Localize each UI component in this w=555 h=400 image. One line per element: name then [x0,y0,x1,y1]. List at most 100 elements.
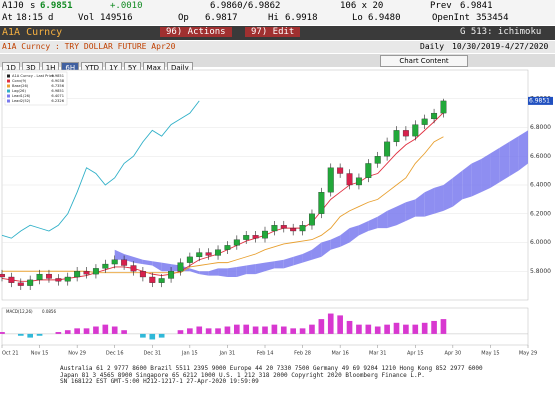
cloud-segment [396,202,406,226]
candle-body [262,230,268,239]
candle-body [111,259,118,265]
macd-bar [93,326,99,334]
macd-bar [111,326,118,334]
candle-body [233,239,240,246]
candle-body [83,271,90,275]
chart-content-button[interactable]: Chart Content [380,55,468,67]
cloud-segment [274,259,284,269]
candle-body [243,235,250,240]
cloud-segment [321,239,331,257]
cloud-segment [452,170,463,207]
macd-bar [403,324,409,334]
macd-value: 0.0856 [42,309,56,314]
candle-body [102,263,109,269]
macd-bar [121,330,127,334]
actions-button[interactable]: 96) Actions [160,27,232,37]
time: 18:15 [16,13,44,23]
macd-bar [17,333,24,336]
macd-bar [187,328,193,334]
macd-bar [27,333,33,338]
macd-bar [243,324,250,334]
candle-body [440,100,447,114]
macd-bar [346,320,353,334]
candle-body [384,141,391,157]
legend-name: Lag(26) [12,89,26,93]
quote-header: A1J0 s 6.9851 +.0010 6.9860/6.9862 106 x… [0,0,555,25]
legend-swatch [7,79,10,83]
candle-body [374,156,381,164]
y-tick-label: 6.0000 [530,239,551,246]
cloud-segment [481,153,491,193]
legend-box [4,71,68,106]
legend-swatch [7,99,10,103]
legend-value: 6.9851 [51,74,64,78]
cloud-segment [189,268,200,275]
cloud-segment [255,262,265,275]
x-tick-label: Mar 16 [331,351,348,357]
macd-bar [318,319,325,334]
cloud-segment [142,259,153,266]
x-tick-label: Dec 31 [143,351,161,357]
macd-bar [393,322,400,334]
macd-bar [234,324,240,334]
candle-body [121,259,128,266]
x-tick-label: Mar 31 [369,351,386,357]
legend-name: Conv(9) [12,79,27,83]
x-tick-label: Jan 31 [219,351,236,357]
legend-value: 6.9851 [51,89,64,93]
candle-body [431,112,438,120]
candle-body [299,225,306,232]
macd-bar [440,319,447,334]
vol-label: Vol [78,13,95,23]
x-tick-label: Jan 15 [181,351,198,357]
flag: s [30,1,36,11]
macd-bar [421,322,428,334]
y-tick-label: 6.4000 [530,182,551,189]
vol: 149516 [100,13,133,23]
macd-bar [356,324,362,334]
macd-bar [309,324,315,334]
candle-body [412,124,419,137]
last-price-label: 6.9851 [529,97,550,104]
legend-name: Lead2(52) [12,99,31,103]
cloud-segment [443,177,453,211]
x-tick-label: Apr 30 [445,351,462,357]
candle-body [327,167,334,193]
cloud-segment [490,147,500,188]
date-range: 10/30/2019-4/27/2020 [452,42,549,51]
candle-body [318,192,325,214]
open: 6.9817 [205,13,238,23]
y-tick-label: 6.6000 [530,153,551,160]
x-tick-label: Feb 14 [257,351,274,357]
candle-body [308,213,315,226]
cloud-segment [199,271,209,276]
y-tick-label: 6.8000 [530,124,551,131]
indicator-line [1,100,200,239]
time-flag: d [48,13,54,23]
candle-body [402,130,409,137]
x-tick-label: Dec 16 [106,351,124,357]
high: 6.9918 [285,13,318,23]
cloud-segment [161,262,172,272]
last-price-box [528,96,553,105]
cloud-segment [349,225,359,243]
footer-line: SN 168122 EST GMT-5:00 H212-1217-1 27-Ap… [60,378,259,385]
macd-bar [64,330,71,334]
cloud-segment [133,256,143,265]
macd-bar [205,328,212,334]
cloud-segment [518,130,528,171]
ticker: A1J0 [2,1,24,11]
y-tick-label: 6.2000 [530,210,551,217]
candle-body [92,268,99,275]
macd-bar [0,332,5,334]
footer-line: Australia 61 2 9777 8600 Brazil 5511 239… [60,365,483,372]
high-label: Hi [268,13,279,23]
footer: Australia 61 2 9777 8600 Brazil 5511 239… [60,365,483,386]
cloud-segment [246,264,256,275]
cloud-segment [311,242,322,260]
description-row: A1A Curncy : TRY DOLLAR FUTURE Apr20 Dai… [0,41,555,53]
cloud-segment [358,220,369,236]
time-label: At [2,13,13,23]
edit-button[interactable]: 97) Edit [245,27,301,37]
